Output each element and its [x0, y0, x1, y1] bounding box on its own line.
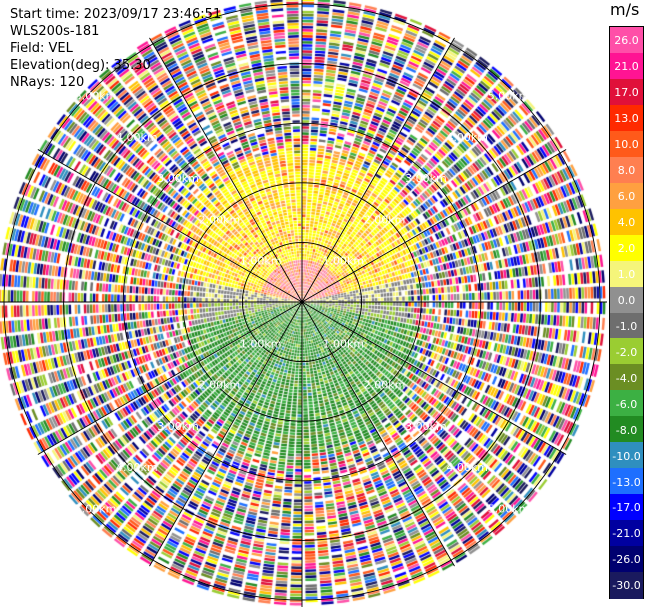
- range-ring-label: 5.00km: [75, 503, 117, 516]
- colorbar-segment: [610, 260, 643, 288]
- colorbar-tick-label: 17.0: [614, 86, 639, 100]
- colorbar-segment: [610, 182, 643, 210]
- azimuth-spoke: [149, 37, 303, 303]
- range-ring-label: 2.00km: [199, 213, 241, 226]
- range-ring-label: 5.00km: [75, 89, 117, 102]
- colorbar-tick-label: -13.0: [612, 475, 641, 489]
- colorbar-segment: [610, 312, 643, 340]
- colorbar-segment: [610, 468, 643, 495]
- colorbar-segment: [610, 286, 643, 314]
- colorbar-tick-label: 10.0: [614, 138, 639, 152]
- colorbar-segment: [610, 78, 643, 106]
- range-ring-label: 4.00km: [446, 131, 488, 144]
- colorbar-segment: [610, 234, 643, 262]
- colorbar-segment: [610, 27, 643, 54]
- colorbar-tick-label: 13.0: [614, 112, 639, 126]
- azimuth-spoke: [37, 301, 303, 455]
- colorbar-tick-label: 1.0: [617, 267, 636, 281]
- range-ring-label: 3.00km: [157, 420, 199, 433]
- colorbar-segment: [610, 52, 643, 80]
- azimuth-spoke: [301, 301, 567, 455]
- colorbar-segment: [610, 442, 643, 469]
- range-ring-label: 1.00km: [240, 337, 282, 350]
- site-label: WLS200s-181: [10, 24, 100, 39]
- colorbar-tick-label: -30.0: [612, 579, 641, 593]
- colorbar: 26.0 21.0 17.0 13.0 10.0 8.0 6.0 4.0 2.0 1.0 0.0 -1…: [609, 26, 644, 599]
- range-ring-label: 2.00km: [364, 213, 406, 226]
- range-ring-label: 2.00km: [199, 379, 241, 392]
- colorbar-segment: [610, 208, 643, 236]
- colorbar-tick-label: -17.0: [612, 501, 641, 515]
- colorbar-tick-label: -26.0: [612, 553, 641, 567]
- colorbar-segment: [610, 520, 643, 547]
- range-ring-label: 3.00km: [405, 172, 447, 185]
- range-ring-label: 1.00km: [240, 255, 282, 268]
- range-ring-label: 5.00km: [488, 89, 530, 102]
- range-ring-label: 5.00km: [488, 503, 530, 516]
- colorbar-tick-label: -1.0: [615, 319, 638, 333]
- range-ring-label: 4.00km: [446, 461, 488, 474]
- nrays-label: NRays: 120: [10, 75, 85, 90]
- azimuth-spoke: [301, 37, 455, 303]
- colorbar-segment: [610, 104, 643, 132]
- start-time-label: Start time: 2023/09/17 23:46:51: [10, 7, 222, 22]
- colorbar-tick-label: -4.0: [615, 371, 638, 385]
- colorbar-tick-label: 4.0: [617, 215, 636, 229]
- colorbar-tick-label: 2.0: [617, 241, 636, 255]
- scan-info-panel: Start time: 2023/09/17 23:46:51 WLS200s-…: [10, 6, 221, 91]
- colorbar-tick-label: -6.0: [615, 397, 638, 411]
- colorbar-segment: [610, 572, 643, 599]
- colorbar-segment: [610, 130, 643, 158]
- range-ring-label: 3.00km: [157, 172, 199, 185]
- range-ring-label: 4.00km: [116, 461, 158, 474]
- colorbar-segment: [610, 338, 643, 365]
- range-ring-label: 1.00km: [323, 337, 365, 350]
- colorbar-tick-label: 8.0: [617, 164, 636, 178]
- colorbar-tick-label: -8.0: [615, 423, 638, 437]
- azimuth-spoke: [301, 301, 455, 567]
- colorbar-segment: [610, 390, 643, 417]
- colorbar-segment: [610, 156, 643, 184]
- colorbar-tick-label: 26.0: [614, 34, 639, 48]
- range-ring-label: 3.00km: [405, 420, 447, 433]
- colorbar-segment: [610, 416, 643, 443]
- range-ring-label: 2.00km: [364, 379, 406, 392]
- range-ring-label: 4.00km: [116, 131, 158, 144]
- colorbar-tick-label: 0.0: [617, 293, 636, 307]
- azimuth-spoke: [37, 149, 303, 303]
- colorbar-tick-label: -21.0: [612, 527, 641, 541]
- colorbar-tick-label: 21.0: [614, 60, 639, 74]
- azimuth-spoke: [149, 301, 303, 567]
- field-label: Field: VEL: [10, 41, 73, 56]
- colorbar-tick-label: -10.0: [612, 449, 641, 463]
- colorbar-unit: m/s: [610, 0, 640, 19]
- colorbar-tick-label: 6.0: [617, 190, 636, 203]
- azimuth-spoke: [301, 149, 567, 303]
- colorbar-tick-label: -2.0: [615, 345, 638, 359]
- colorbar-segment: [610, 494, 643, 521]
- range-ring-label: 1.00km: [323, 255, 365, 268]
- colorbar-segment: [610, 546, 643, 573]
- colorbar-segment: [610, 364, 643, 391]
